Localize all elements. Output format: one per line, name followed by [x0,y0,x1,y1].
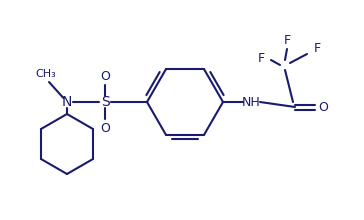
Text: CH₃: CH₃ [36,69,56,79]
Text: O: O [318,101,328,114]
Text: N: N [62,95,72,109]
Text: F: F [313,42,321,55]
Text: O: O [100,121,110,134]
Text: O: O [100,70,110,82]
Text: F: F [284,33,290,46]
Text: S: S [100,95,109,109]
Text: NH: NH [242,95,260,108]
Text: F: F [257,51,265,64]
